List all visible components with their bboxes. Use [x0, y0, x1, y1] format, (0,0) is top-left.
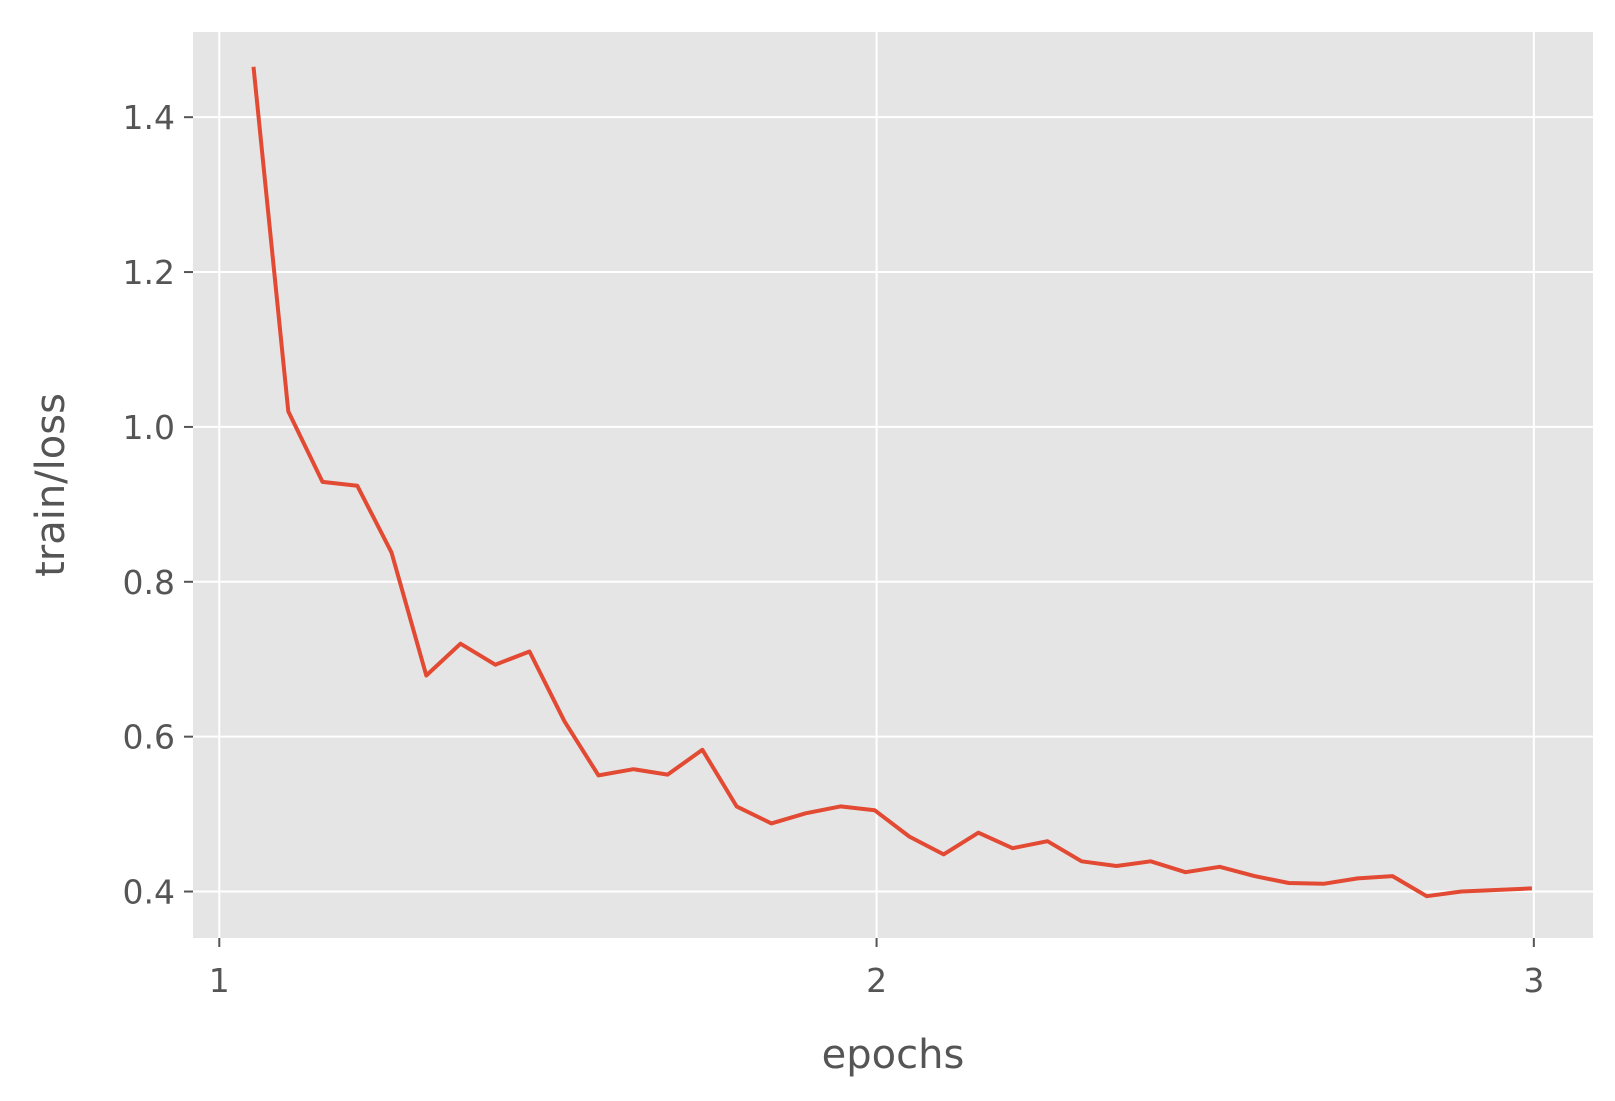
y-axis-label: train/loss [28, 393, 74, 577]
axis-ticks [184, 116, 1535, 947]
x-tick-label: 2 [866, 961, 887, 1000]
y-tick-label: 0.8 [123, 563, 175, 602]
series-group [251, 66, 1532, 899]
y-tick-label: 1.0 [123, 408, 175, 447]
y-tick-label: 1.2 [123, 253, 175, 292]
x-tick-label: 3 [1523, 961, 1544, 1000]
grid-lines [193, 32, 1593, 938]
y-tick-label: 0.6 [123, 718, 175, 757]
plot-area [193, 32, 1593, 938]
x-axis-label: epochs [822, 1032, 965, 1078]
y-tick-label: 1.4 [123, 98, 175, 137]
tick-labels: 1 2 3 0.4 0.6 0.8 1.0 1.2 1.4 [123, 98, 1545, 1000]
y-tick-label: 0.4 [123, 873, 175, 912]
x-tick-label: 1 [209, 961, 230, 1000]
series-line [251, 66, 1532, 899]
